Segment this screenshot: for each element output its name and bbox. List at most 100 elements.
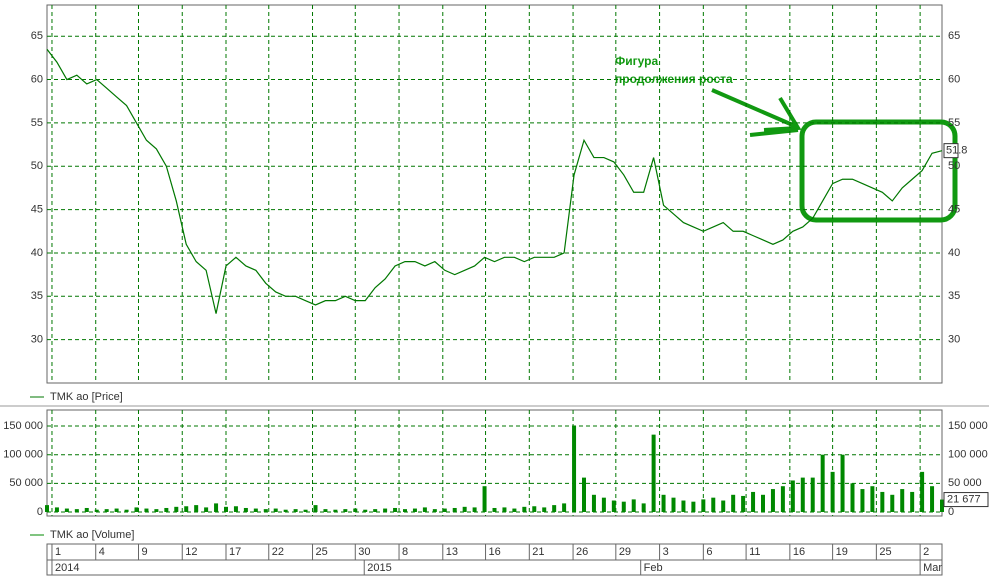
x-tick-label: 30: [358, 546, 370, 558]
y-tick-label: 50: [948, 160, 960, 172]
volume-bar: [562, 503, 567, 512]
x-tick-label: 21: [532, 546, 544, 558]
volume-bar: [850, 483, 855, 512]
highlight-box: [799, 119, 958, 223]
volume-bar: [303, 509, 308, 512]
y-tick-label: 55: [31, 117, 43, 129]
last-box: [943, 492, 989, 508]
volume-bar: [174, 506, 179, 512]
x-tick-label: 2014: [55, 562, 79, 574]
volume-bar: [94, 509, 99, 512]
volume-bar: [870, 486, 875, 512]
volume-bar: [701, 499, 706, 512]
volume-bar: [800, 477, 805, 512]
volume-bar: [790, 480, 795, 512]
volume-bar: [84, 507, 89, 512]
volume-bar: [214, 503, 219, 512]
y-tick-label: 150 000: [948, 420, 988, 432]
volume-bar: [472, 507, 477, 512]
last-value: 21 677: [947, 493, 981, 505]
volume-bar: [194, 505, 199, 512]
volume-bar: [134, 507, 139, 512]
volume-bar: [233, 506, 238, 512]
volume-bar: [930, 486, 935, 512]
y-tick-label: 45: [948, 204, 960, 216]
volume-bar: [383, 508, 388, 512]
y-tick-label: 65: [948, 30, 960, 42]
y-tick-label: 35: [31, 290, 43, 302]
y-tick-label: 45: [31, 204, 43, 216]
y-tick-label: 0: [37, 506, 43, 518]
volume-bar: [293, 509, 298, 512]
x-tick-label: 13: [446, 546, 458, 558]
x-tick-label: 16: [793, 546, 805, 558]
volume-bar: [333, 509, 338, 512]
volume-bar: [830, 471, 835, 512]
legend-label: TMK ao [Price]: [50, 391, 123, 403]
y-tick-label: 100 000: [3, 449, 43, 461]
x-tick-label: 11: [749, 546, 760, 558]
volume-bar: [770, 489, 775, 512]
volume-bar: [144, 508, 149, 512]
volume-bar: [641, 503, 646, 512]
volume-bar: [572, 426, 577, 512]
volume-bar: [412, 508, 417, 512]
volume-bar: [860, 489, 865, 512]
volume-bar: [224, 506, 228, 512]
volume-bar: [611, 500, 616, 512]
volume-bar: [363, 509, 368, 512]
volume-bar: [164, 507, 169, 512]
volume-bar: [204, 507, 209, 512]
volume-bar: [761, 494, 765, 512]
x-tick-label: 25: [316, 546, 328, 558]
volume-bar: [154, 509, 159, 512]
y-tick-label: 50: [31, 160, 43, 172]
x-tick-label: 22: [272, 546, 284, 558]
volume-bar: [403, 509, 407, 512]
y-tick-label: 35: [948, 290, 960, 302]
x-tick-label: 4: [99, 546, 105, 558]
volume-bar: [313, 505, 318, 512]
volume-bar: [522, 506, 527, 512]
volume-bar: [621, 501, 626, 512]
y-tick-label: 60: [948, 73, 960, 85]
volume-bar: [104, 509, 109, 512]
volume-bar: [422, 507, 427, 512]
volume-bar: [442, 508, 447, 512]
y-tick-label: 65: [31, 30, 43, 42]
volume-bar: [751, 491, 756, 512]
x-tick-label: 26: [576, 546, 588, 558]
y-tick-label: 150 000: [3, 420, 43, 432]
volume-bar: [840, 454, 845, 512]
volume-bar: [253, 508, 258, 512]
volume-bar: [54, 507, 59, 512]
volume-bar: [243, 507, 248, 512]
volume-bar: [890, 494, 895, 512]
volume-bar: [721, 500, 726, 512]
volume-bar: [74, 509, 79, 512]
annotation: Фигура: [615, 54, 658, 68]
volume-bar: [184, 506, 189, 512]
y-tick-label: 0: [948, 506, 954, 518]
volume-bar: [910, 491, 915, 512]
x-tick-label: 2015: [367, 562, 391, 574]
volume-bar: [880, 491, 885, 512]
volume-bar: [542, 507, 547, 512]
x-tick-label: 1: [55, 546, 61, 558]
y-tick-label: 60: [31, 73, 43, 85]
volume-bar: [64, 508, 69, 512]
x-tick-label: 2: [923, 546, 929, 558]
x-tick-label: 6: [706, 546, 712, 558]
volume-frame: [46, 409, 943, 517]
volume-bar: [591, 494, 596, 512]
volume-bar: [582, 477, 586, 512]
volume-bar: [45, 505, 49, 512]
x-tick-label: 29: [619, 546, 631, 558]
volume-bar: [512, 508, 517, 512]
x-tick-label: Mar: [923, 562, 942, 574]
volume-bar: [114, 508, 119, 512]
x-tick-label: 9: [141, 546, 147, 558]
price-line: [46, 48, 943, 314]
